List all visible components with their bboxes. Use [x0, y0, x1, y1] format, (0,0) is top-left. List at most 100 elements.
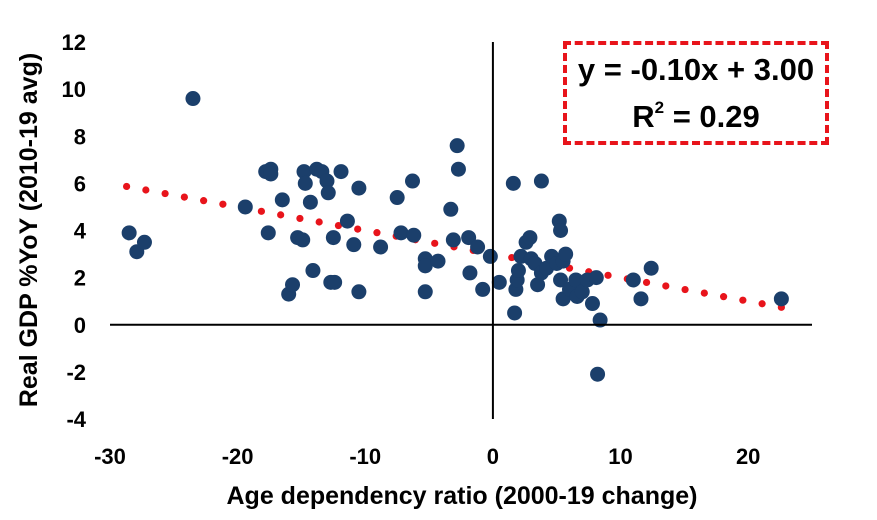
data-point [450, 161, 466, 177]
y-tick-label: 10 [62, 77, 86, 102]
data-point [558, 246, 574, 262]
regression-annotation: y = -0.10x + 3.00 R2 = 0.29 [563, 41, 829, 145]
data-point [445, 232, 461, 248]
data-point [461, 230, 477, 246]
data-point [510, 263, 526, 279]
trendline-dot [662, 282, 670, 290]
trendline-dot [161, 189, 169, 198]
trendline-dot [700, 289, 708, 297]
data-point [417, 258, 433, 274]
y-tick-label: 6 [74, 171, 86, 196]
data-point [553, 223, 569, 238]
trendline-dot [334, 221, 343, 230]
trendline-dot [604, 271, 612, 279]
data-point [185, 91, 201, 107]
regression-equation: y = -0.10x + 3.00 [577, 51, 815, 87]
data-point [325, 230, 341, 246]
trendline-dot [296, 214, 304, 223]
data-point [260, 225, 276, 241]
y-tick-label: 0 [74, 313, 86, 338]
data-point [373, 239, 389, 255]
trendline-dot [373, 229, 381, 237]
data-point [507, 305, 523, 321]
data-point [584, 296, 600, 312]
trendline-dot [122, 182, 131, 191]
trendline-dot [354, 225, 362, 233]
data-point [297, 175, 313, 191]
data-point [643, 260, 659, 276]
trendline-dot [758, 300, 766, 308]
data-point [351, 284, 367, 300]
data-point [346, 237, 362, 253]
trendline-dot [719, 293, 728, 301]
data-point [406, 227, 422, 243]
data-point [274, 192, 290, 208]
data-point [302, 194, 318, 210]
x-tick-label: 20 [736, 444, 760, 469]
data-point [482, 248, 498, 264]
trendline-dot [200, 197, 208, 205]
data-point [136, 234, 152, 250]
y-tick-label: -2 [66, 360, 86, 385]
data-point [574, 284, 590, 300]
data-point [430, 253, 446, 269]
data-point [530, 277, 546, 293]
x-axis-title: Age dependency ratio (2000-19 change) [227, 482, 698, 510]
data-point [351, 180, 367, 196]
y-tick-label: 8 [74, 124, 86, 149]
r-squared-exponent: 2 [654, 97, 665, 117]
data-point [553, 272, 569, 288]
data-point [773, 291, 789, 307]
data-point [121, 225, 137, 241]
trendline-dot [257, 207, 265, 215]
r-squared-value: = 0.29 [664, 98, 760, 134]
trendline-dot [431, 239, 439, 247]
data-point [404, 173, 420, 189]
x-tick-labels: -30 -20 -10 0 10 20 [94, 444, 760, 469]
trendline-dot [180, 193, 188, 201]
trendline-dot [739, 296, 747, 304]
data-point [320, 185, 336, 201]
trendline-dot [642, 278, 651, 287]
x-tick-label: -20 [222, 444, 254, 469]
x-tick-label: 10 [608, 444, 632, 469]
y-tick-labels: -4 -2 0 2 4 6 8 10 12 [62, 30, 87, 432]
x-tick-label: -10 [349, 444, 381, 469]
data-point [505, 175, 521, 191]
data-point [470, 239, 486, 255]
data-point [475, 281, 491, 297]
data-point [533, 173, 549, 189]
r-squared-symbol: R [632, 98, 655, 134]
x-tick-label: -30 [94, 444, 126, 469]
data-point [263, 166, 279, 182]
data-point [295, 232, 311, 248]
data-points [121, 91, 789, 382]
y-tick-label: 2 [74, 266, 86, 291]
trendline-dot [277, 211, 285, 219]
data-point [417, 284, 433, 300]
x-tick-label: 0 [487, 444, 499, 469]
data-point [462, 265, 478, 281]
trendline-dot [681, 285, 689, 294]
data-point [393, 225, 409, 241]
data-point [491, 274, 507, 290]
data-point [590, 366, 606, 382]
trendline-dot [219, 200, 227, 208]
data-point [339, 213, 355, 229]
data-point [319, 173, 335, 189]
data-point [568, 272, 584, 288]
y-tick-label: 12 [62, 30, 86, 55]
y-tick-label: 4 [74, 219, 87, 244]
data-point [625, 272, 641, 288]
y-tick-label: -4 [66, 407, 86, 432]
r-squared: R2 = 0.29 [632, 89, 760, 136]
data-point [522, 230, 538, 246]
trendline-dot [142, 186, 150, 194]
data-point [633, 291, 649, 307]
data-point [449, 138, 465, 154]
trendline-dot [315, 218, 323, 226]
data-point [333, 164, 349, 180]
data-point [237, 199, 253, 215]
data-point [305, 263, 321, 279]
